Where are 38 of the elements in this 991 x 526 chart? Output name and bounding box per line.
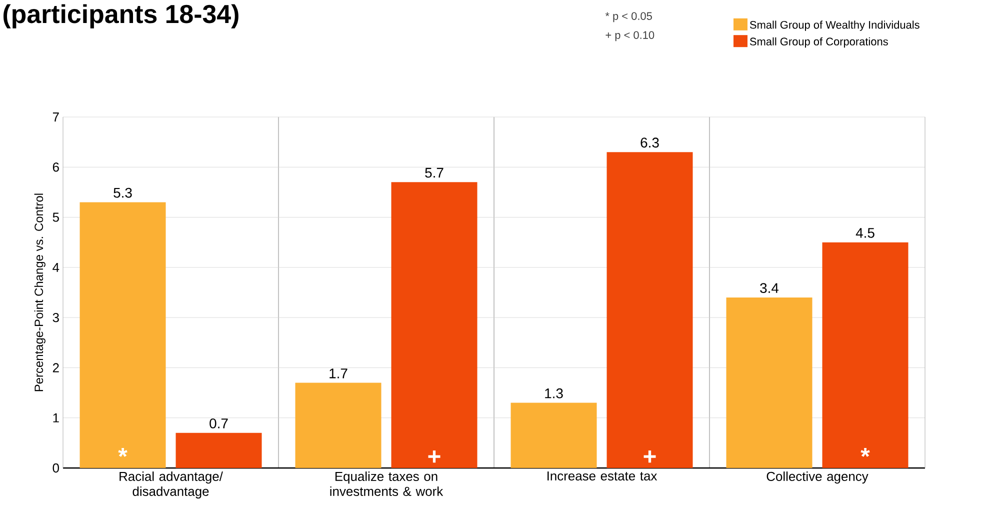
data-label: 3.4 [760,283,779,293]
bar [726,298,812,468]
bar [510,402,597,468]
x-tick-label: Equalize taxes on investments & work [330,472,444,496]
x-tick-label: Collective agency [766,472,868,484]
annotation: * [118,448,128,457]
y-axis-title: Percentage-Point Change vs. Control [34,194,46,392]
bar [822,242,908,468]
x-tick-label: Racial advantage/ disadvantage [120,472,223,499]
y-tick-label: 2 [52,363,59,372]
y-tick-label: 7 [52,112,59,122]
bar [80,202,166,468]
legend-label: Small Group of Wealthy Individuals [750,20,920,31]
annotation: + [644,450,656,463]
data-label: 1.3 [545,388,563,398]
data-label: 4.5 [856,228,874,238]
bar [391,182,478,468]
text: + p < 0.10 [606,31,654,42]
y-tick-label: 0 [52,463,59,473]
chart-title: (participants 18-34) [4,4,238,28]
y-tick-label: 4 [52,262,60,272]
y-tick-label: 5 [52,212,59,222]
annotation: * [860,448,870,457]
data-label: 5.3 [114,188,132,198]
data-label: 5.7 [425,168,444,178]
x-tick-label: Increase estate tax [548,472,658,481]
y-tick-label: 3 [52,312,59,322]
data-label: 1.7 [330,368,348,378]
bar [176,432,262,468]
data-label: 0.7 [210,418,228,428]
data-label: 6.3 [640,138,659,148]
bar [295,382,382,468]
text: * p < 0.05 [605,12,652,22]
annotation: + [428,450,440,463]
bar [606,152,693,468]
y-tick-label: 1 [53,413,59,422]
legend-label: Small Group of Corporations [750,37,888,48]
y-tick-label: 6 [52,162,59,172]
